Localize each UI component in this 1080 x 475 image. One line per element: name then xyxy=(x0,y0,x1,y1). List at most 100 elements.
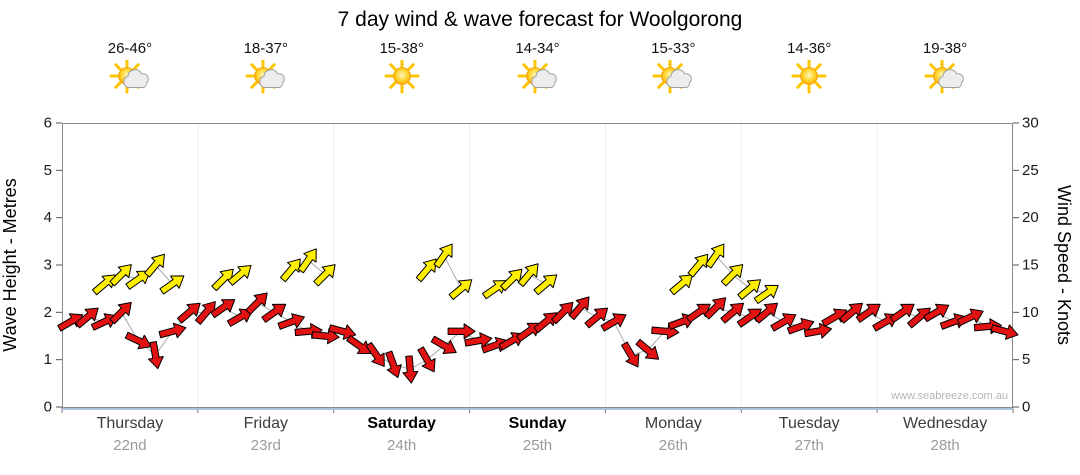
wind-arrow xyxy=(124,331,152,350)
gust-arrow xyxy=(159,275,185,295)
wind-arrow xyxy=(402,355,419,384)
right-axis-title: Wind Speed - Knots xyxy=(1054,185,1074,345)
wind-arrow xyxy=(261,303,287,323)
svg-text:5: 5 xyxy=(44,162,52,179)
day-header: 19-38° xyxy=(877,40,1013,101)
temp-range: 19-38° xyxy=(922,40,968,57)
wind-arrow xyxy=(956,308,984,326)
day-date: 23rd xyxy=(250,437,281,454)
svg-text:1: 1 xyxy=(44,351,52,368)
day-name: Sunday xyxy=(508,415,567,432)
gust-arrow xyxy=(279,258,301,283)
wind-arrow xyxy=(277,313,305,330)
weather-icon xyxy=(924,58,964,94)
day-header: 14-36° xyxy=(741,40,877,101)
wind-arrow xyxy=(385,350,402,379)
gust-arrow xyxy=(109,264,132,287)
svg-text:3: 3 xyxy=(44,257,52,274)
wind-arrow xyxy=(621,341,640,368)
temp-range: 26-46° xyxy=(107,40,153,57)
gust-arrow xyxy=(125,270,151,290)
wind-arrow xyxy=(635,338,660,360)
weather-icon xyxy=(109,58,149,94)
watermark: www.seabreeze.com.au xyxy=(890,390,1008,402)
wind-arrow xyxy=(551,301,574,325)
day-label: Sunday 25th xyxy=(470,415,606,454)
svg-text:2: 2 xyxy=(44,304,52,321)
day-labels-row: Thursday 22nd Friday 23rd Saturday 24th … xyxy=(62,415,1013,454)
wind-arrow xyxy=(803,322,832,339)
wind-arrow xyxy=(990,324,1019,340)
day-name: Thursday xyxy=(96,415,164,432)
wind-arrow xyxy=(346,334,372,355)
wind-arrow xyxy=(720,302,745,324)
day-name: Saturday xyxy=(367,415,436,432)
wind-arrow xyxy=(311,328,340,345)
svg-text:6: 6 xyxy=(44,115,52,132)
day-name: Tuesday xyxy=(778,415,840,432)
day-headers-row: 26-46° 18-37° 15-38° 14-34° xyxy=(62,40,1013,101)
weather-icon xyxy=(245,58,285,94)
svg-text:15: 15 xyxy=(1022,257,1039,274)
wind-arrow xyxy=(194,301,216,325)
svg-text:0: 0 xyxy=(1022,399,1030,416)
wind-arrow xyxy=(148,341,164,370)
wind-arrow xyxy=(210,299,236,319)
temp-range: 15-33° xyxy=(651,40,696,57)
day-label: Monday 26th xyxy=(605,415,741,454)
gust-arrow xyxy=(669,274,694,296)
day-date: 25th xyxy=(522,437,553,454)
gust-arrow xyxy=(753,284,779,304)
wind-arrow xyxy=(600,313,627,332)
day-label: Friday 23rd xyxy=(198,415,334,454)
wind-arrow xyxy=(365,341,385,367)
temp-range: 18-37° xyxy=(243,40,288,57)
gust-arrow xyxy=(517,263,539,288)
svg-text:20: 20 xyxy=(1022,209,1039,226)
gust-arrow xyxy=(144,253,165,278)
wind-arrow xyxy=(464,332,493,349)
svg-text:4: 4 xyxy=(44,209,52,226)
weather-icon xyxy=(652,58,693,94)
wind-arrow xyxy=(770,313,797,332)
wind-arrow xyxy=(568,296,590,321)
day-header: 18-37° xyxy=(198,40,334,101)
day-label: Wednesday 28th xyxy=(877,415,1013,454)
gust-arrow xyxy=(720,264,744,287)
wind-arrow xyxy=(417,346,436,373)
weather-icon xyxy=(791,58,827,94)
gust-arrow xyxy=(737,279,762,301)
wind-arrow xyxy=(226,308,253,327)
svg-text:30: 30 xyxy=(1022,115,1039,132)
wind-arrow xyxy=(109,301,132,325)
wind-arrow xyxy=(839,302,863,324)
gust-arrow xyxy=(687,253,709,278)
day-header: 15-33° xyxy=(605,40,741,101)
weather-icon xyxy=(384,58,420,94)
day-date: 27th xyxy=(794,437,824,454)
day-header: 15-38° xyxy=(334,40,470,101)
plot-border xyxy=(62,123,1013,408)
left-axis-title: Wave Height - Metres xyxy=(0,178,20,351)
axis-ticks: 0 1 2 3 4 5 6 0 5 10 15 20 25 30 xyxy=(44,115,1039,416)
gust-arrow xyxy=(705,243,725,269)
sun-icon xyxy=(791,58,827,94)
day-name: Friday xyxy=(243,415,289,432)
gust-arrow xyxy=(500,268,523,292)
gust-arrow xyxy=(448,279,473,301)
day-date: 24th xyxy=(387,437,417,454)
wind-arrow xyxy=(855,303,881,323)
weather-icon xyxy=(517,58,557,94)
temp-range: 15-38° xyxy=(379,40,424,57)
wind-arrow xyxy=(176,302,201,324)
svg-text:10: 10 xyxy=(1022,304,1039,321)
temp-range: 14-36° xyxy=(787,40,832,57)
wind-arrow xyxy=(447,323,476,340)
chart-title: 7 day wind & wave forecast for Woolgoron… xyxy=(337,8,743,31)
day-date: 22nd xyxy=(113,437,147,454)
sun-icon xyxy=(384,58,420,94)
day-name: Wednesday xyxy=(902,415,988,432)
gust-arrow xyxy=(227,265,252,286)
svg-text:5: 5 xyxy=(1022,351,1030,368)
